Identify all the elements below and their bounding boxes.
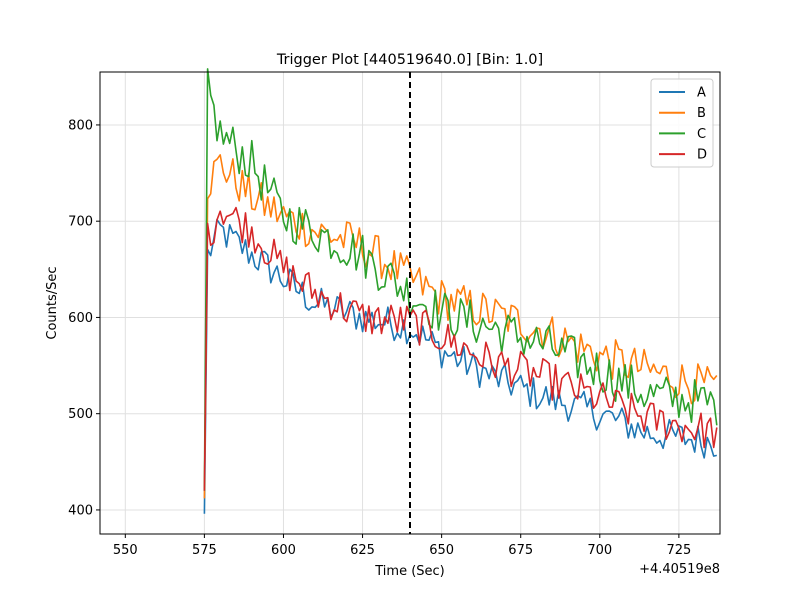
legend-box <box>650 78 714 168</box>
x-tick-label: 625 <box>350 543 375 558</box>
x-tick-label: 700 <box>587 543 612 558</box>
x-tick-label: 550 <box>113 543 138 558</box>
legend-label-a: A <box>697 86 706 101</box>
y-tick-label: 500 <box>68 407 93 422</box>
y-tick-label: 800 <box>68 118 93 133</box>
x-tick-label: 650 <box>429 543 454 558</box>
x-axis-label: Time (Sec) <box>374 564 445 579</box>
series-line-d <box>203 206 718 491</box>
x-axis-offset-label: +4.40519e8 <box>639 562 720 577</box>
legend-label-c: C <box>697 127 706 142</box>
y-axis-ticks: 400 500 600 700 800 <box>68 118 100 518</box>
y-tick-label: 400 <box>68 503 93 518</box>
x-axis-ticks: 550 575 600 625 650 675 700 725 <box>113 534 691 558</box>
plot-frame <box>99 71 721 535</box>
x-tick-label: 575 <box>192 543 217 558</box>
series-layer <box>203 68 718 514</box>
y-tick-label: 600 <box>68 311 93 326</box>
legend-label-d: D <box>697 148 707 163</box>
series-line-a <box>203 218 717 514</box>
series-line-c <box>203 68 718 491</box>
y-tick-label: 700 <box>68 215 93 230</box>
y-axis-label: Counts/Sec <box>45 266 60 339</box>
x-tick-label: 600 <box>271 543 296 558</box>
chart-title: Trigger Plot [440519640.0] [Bin: 1.0] <box>276 52 543 68</box>
x-tick-label: 725 <box>666 543 691 558</box>
x-tick-label: 675 <box>508 543 533 558</box>
legend-label-b: B <box>697 106 706 121</box>
